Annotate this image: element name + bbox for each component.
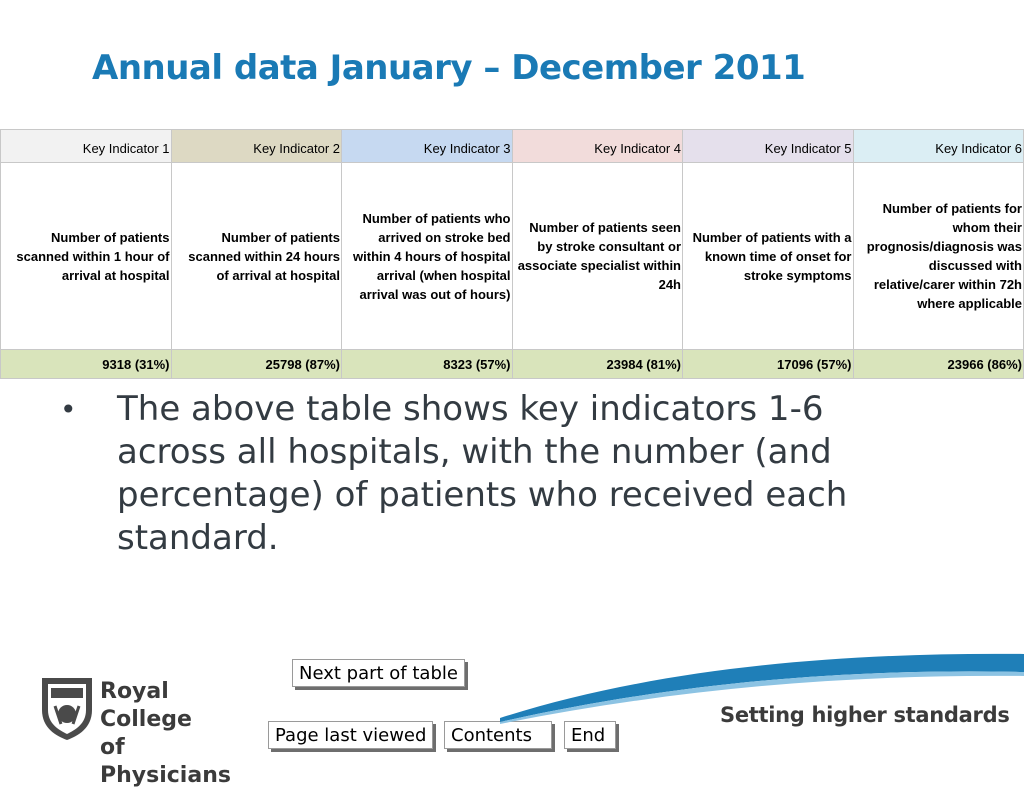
header-key-indicator-2: Key Indicator 2 [170,129,342,163]
end-button[interactable]: End [564,721,616,749]
contents-button[interactable]: Contents [444,721,552,749]
header-key-indicator-5: Key Indicator 5 [682,129,854,163]
logo-wordmark: Royal College of Physicians [100,678,258,790]
swoosh-highlight [500,671,1024,724]
header-key-indicator-4: Key Indicator 4 [511,129,683,163]
next-part-button[interactable]: Next part of table [292,659,465,687]
swoosh-graphic [500,653,1024,724]
page-title: Annual data January – December 2011 [92,48,806,88]
swoosh-shape [500,653,1024,722]
rcp-logo: Royal College of Physicians [38,672,258,788]
header-key-indicator-6: Key Indicator 6 [852,129,1024,163]
description-key-indicator-3: Number of patients who arrived on stroke… [341,162,513,350]
bullet-text: The above table shows key indicators 1-6… [117,389,848,558]
header-key-indicator-1: Key Indicator 1 [0,129,172,163]
value-key-indicator-1: 9318 (31%) [0,349,172,379]
description-key-indicator-2: Number of patients scanned within 24 hou… [170,162,342,350]
bullet-point: • The above table shows key indicators 1… [60,388,940,560]
value-key-indicator-4: 23984 (81%) [511,349,683,379]
logo-line-1: Royal College [100,679,192,732]
description-key-indicator-6: Number of patients for whom their progno… [852,162,1024,350]
table-header-row: Key Indicator 1 Key Indicator 2 Key Indi… [0,129,1024,163]
table-description-row: Number of patients scanned within 1 hour… [0,162,1024,350]
key-indicators-table: Key Indicator 1 Key Indicator 2 Key Indi… [0,129,1024,379]
description-key-indicator-5: Number of patients with a known time of … [682,162,854,350]
value-key-indicator-5: 17096 (57%) [682,349,854,379]
tagline: Setting higher standards [720,703,1010,727]
description-key-indicator-4: Number of patients seen by stroke consul… [511,162,683,350]
table-value-row: 9318 (31%) 25798 (87%) 8323 (57%) 23984 … [0,349,1024,379]
value-key-indicator-3: 8323 (57%) [341,349,513,379]
value-key-indicator-2: 25798 (87%) [170,349,342,379]
page-last-viewed-button[interactable]: Page last viewed [268,721,434,749]
description-key-indicator-1: Number of patients scanned within 1 hour… [0,162,172,350]
value-key-indicator-6: 23966 (86%) [852,349,1024,379]
logo-line-2: of Physicians [100,735,231,788]
crest-icon [42,678,92,740]
header-key-indicator-3: Key Indicator 3 [341,129,513,163]
bullet-icon: • [60,393,77,426]
